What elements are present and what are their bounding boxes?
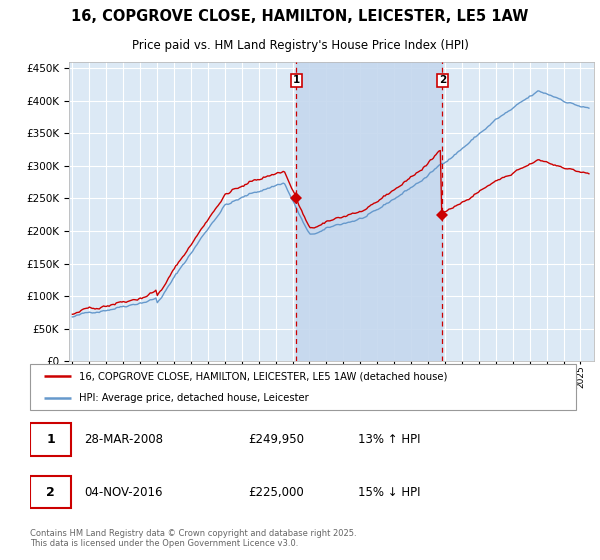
Text: 2: 2 (439, 76, 446, 86)
Text: 13% ↑ HPI: 13% ↑ HPI (358, 433, 420, 446)
FancyBboxPatch shape (30, 476, 71, 508)
Text: 16, COPGROVE CLOSE, HAMILTON, LEICESTER, LE5 1AW (detached house): 16, COPGROVE CLOSE, HAMILTON, LEICESTER,… (79, 371, 448, 381)
Bar (296, 62, 442, 361)
Text: 1: 1 (46, 433, 55, 446)
Text: 2: 2 (46, 486, 55, 499)
Text: 28-MAR-2008: 28-MAR-2008 (85, 433, 164, 446)
Text: HPI: Average price, detached house, Leicester: HPI: Average price, detached house, Leic… (79, 393, 309, 403)
Text: £249,950: £249,950 (248, 433, 304, 446)
Text: 1: 1 (293, 76, 300, 86)
Text: 04-NOV-2016: 04-NOV-2016 (85, 486, 163, 499)
Text: Price paid vs. HM Land Registry's House Price Index (HPI): Price paid vs. HM Land Registry's House … (131, 39, 469, 53)
Text: 15% ↓ HPI: 15% ↓ HPI (358, 486, 420, 499)
Text: £225,000: £225,000 (248, 486, 304, 499)
FancyBboxPatch shape (30, 364, 576, 410)
Text: Contains HM Land Registry data © Crown copyright and database right 2025.
This d: Contains HM Land Registry data © Crown c… (30, 529, 356, 548)
FancyBboxPatch shape (30, 423, 71, 456)
Text: 16, COPGROVE CLOSE, HAMILTON, LEICESTER, LE5 1AW: 16, COPGROVE CLOSE, HAMILTON, LEICESTER,… (71, 9, 529, 24)
